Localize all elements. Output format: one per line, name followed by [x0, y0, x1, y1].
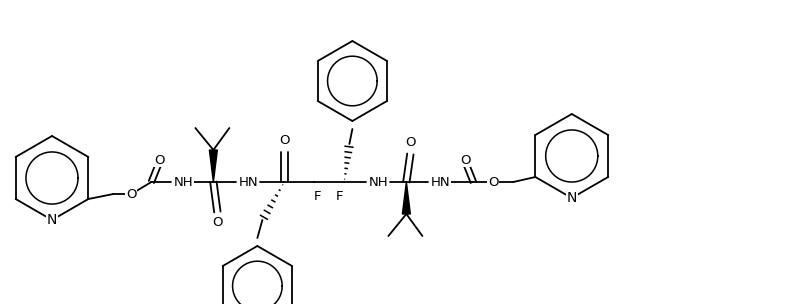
Text: NH: NH — [369, 175, 388, 188]
Text: HN: HN — [431, 175, 450, 188]
Text: F: F — [336, 189, 343, 202]
Polygon shape — [402, 182, 411, 214]
Text: O: O — [460, 154, 471, 167]
Text: O: O — [126, 188, 137, 201]
Text: N: N — [567, 191, 577, 205]
Text: HN: HN — [238, 175, 258, 188]
Text: O: O — [488, 175, 498, 188]
Text: F: F — [314, 189, 321, 202]
Polygon shape — [209, 150, 217, 182]
Text: O: O — [154, 154, 165, 167]
Text: N: N — [47, 213, 57, 227]
Text: O: O — [405, 136, 415, 150]
Text: O: O — [213, 216, 223, 230]
Text: O: O — [279, 134, 290, 147]
Text: NH: NH — [174, 175, 193, 188]
